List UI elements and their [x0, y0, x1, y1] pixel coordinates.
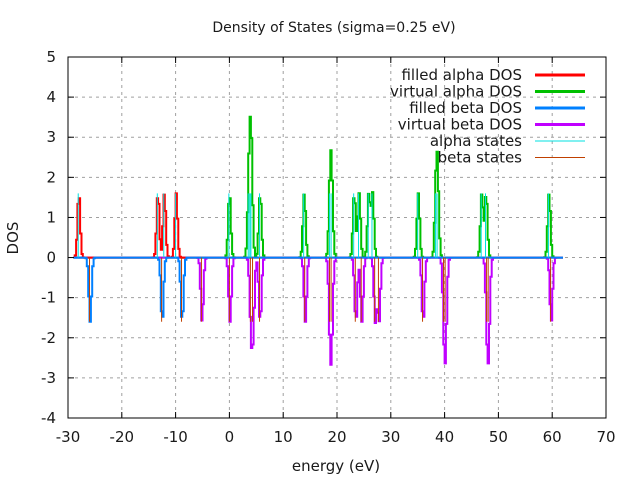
chart-title: Density of States (sigma=0.25 eV) [212, 20, 455, 36]
series-virtual-beta-dos [73, 256, 563, 366]
x-tick-labels: -30 -20 -10 0 10 20 30 40 50 60 70 [56, 428, 616, 446]
legend-label: filled alpha DOS [401, 66, 522, 84]
legend-item: beta states [438, 149, 585, 167]
x-tick-label: 10 [274, 428, 293, 446]
x-axis-label: energy (eV) [292, 457, 380, 475]
y-tick-label: 2 [46, 168, 56, 186]
x-tick-label: 0 [225, 428, 235, 446]
alpha-states-markers [77, 193, 549, 258]
y-tick-label: -1 [41, 289, 56, 307]
y-tick-label: 0 [46, 249, 56, 267]
legend-label: filled beta DOS [409, 99, 522, 117]
x-tick-label: 40 [435, 428, 454, 446]
legend-item: virtual alpha DOS [390, 83, 585, 101]
x-tick-label: -30 [56, 428, 81, 446]
series-filled-beta-dos [73, 256, 563, 323]
legend-item: alpha states [430, 132, 585, 150]
x-tick-label: 30 [381, 428, 400, 446]
y-tick-label: 3 [46, 128, 56, 146]
y-tick-label: 5 [46, 48, 56, 66]
y-tick-labels: -4 -3 -2 -1 0 1 2 3 4 5 [41, 48, 56, 427]
x-tick-label: 70 [596, 428, 615, 446]
beta-states-markers [89, 257, 552, 322]
legend-label: virtual alpha DOS [390, 83, 522, 101]
grid [68, 57, 606, 418]
legend-item: virtual beta DOS [398, 116, 585, 134]
x-tick-label: 20 [327, 428, 346, 446]
y-tick-label: -2 [41, 329, 56, 347]
curves [73, 115, 563, 366]
legend-label: alpha states [430, 132, 522, 150]
x-tick-label: -10 [163, 428, 188, 446]
y-tick-label: -4 [41, 409, 56, 427]
legend-label: virtual beta DOS [398, 116, 522, 134]
x-tick-label: 60 [543, 428, 562, 446]
y-axis-label: DOS [4, 222, 22, 255]
y-tick-label: 1 [46, 208, 56, 226]
ticks [67, 56, 607, 419]
legend-item: filled beta DOS [409, 99, 585, 117]
x-tick-label: 50 [489, 428, 508, 446]
legend-label: beta states [438, 149, 523, 167]
legend-item: filled alpha DOS [401, 66, 585, 84]
y-tick-label: 4 [46, 88, 56, 106]
y-tick-label: -3 [41, 369, 56, 387]
plot-frame [67, 56, 607, 419]
x-tick-label: -20 [110, 428, 135, 446]
